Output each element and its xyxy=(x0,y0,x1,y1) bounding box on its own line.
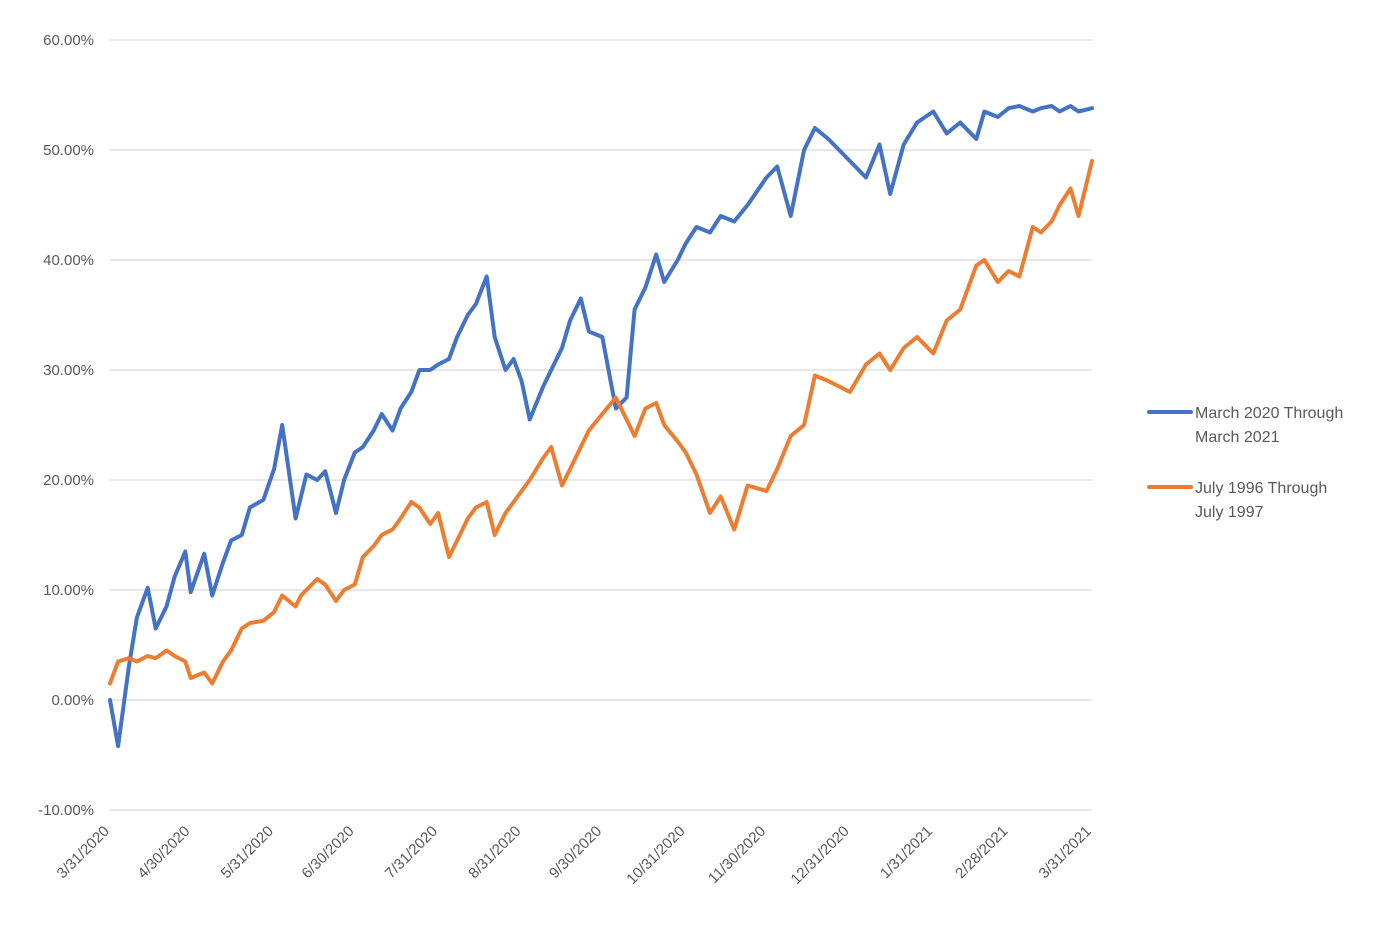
x-tick-label: 9/30/2020 xyxy=(546,823,605,882)
series-line-1 xyxy=(108,104,1094,749)
y-tick-label: 0.00% xyxy=(51,692,94,709)
x-tick-label: 11/30/2020 xyxy=(705,823,769,887)
y-tick-label: 30.00% xyxy=(43,362,94,379)
x-tick-label: 3/31/2021 xyxy=(1036,823,1095,882)
x-tick-label: 3/31/2020 xyxy=(54,823,113,882)
y-tick-label: 60.00% xyxy=(43,32,94,49)
x-tick-label: 12/31/2020 xyxy=(788,823,853,888)
series-lines xyxy=(108,104,1094,749)
x-tick-label: 4/30/2020 xyxy=(134,823,193,882)
series-line-2 xyxy=(108,159,1094,686)
y-tick-label: 10.00% xyxy=(43,582,94,599)
legend-label: March 2021 xyxy=(1195,429,1280,446)
legend-label: July 1996 Through xyxy=(1195,480,1327,497)
x-axis-tick-labels: 3/31/2020 4/30/2020 5/31/2020 6/30/2020 7/31… xyxy=(54,823,1095,888)
legend-label: July 1997 xyxy=(1195,504,1264,521)
x-tick-label: 6/30/2020 xyxy=(298,823,357,882)
y-axis-tick-labels: -10.00% 0.00% 10.00% 20.00% 30.00% 40.00% 50.0… xyxy=(38,32,94,819)
x-tick-label: 7/31/2020 xyxy=(382,823,441,882)
x-tick-label: 8/31/2020 xyxy=(465,823,524,882)
x-tick-label: 5/31/2020 xyxy=(218,823,277,882)
x-tick-label: 10/31/2020 xyxy=(623,823,688,888)
y-tick-label: 20.00% xyxy=(43,472,94,489)
gridlines xyxy=(110,39,1092,811)
legend-label: March 2020 Through xyxy=(1195,405,1343,422)
x-tick-label: 1/31/2021 xyxy=(877,823,936,882)
y-tick-label: -10.00% xyxy=(38,802,94,819)
x-tick-label: 2/28/2021 xyxy=(952,823,1011,882)
y-tick-label: 50.00% xyxy=(43,142,94,159)
legend: March 2020 Through March 2021 July 1996 Th… xyxy=(1147,405,1343,521)
y-tick-label: 40.00% xyxy=(43,252,94,269)
